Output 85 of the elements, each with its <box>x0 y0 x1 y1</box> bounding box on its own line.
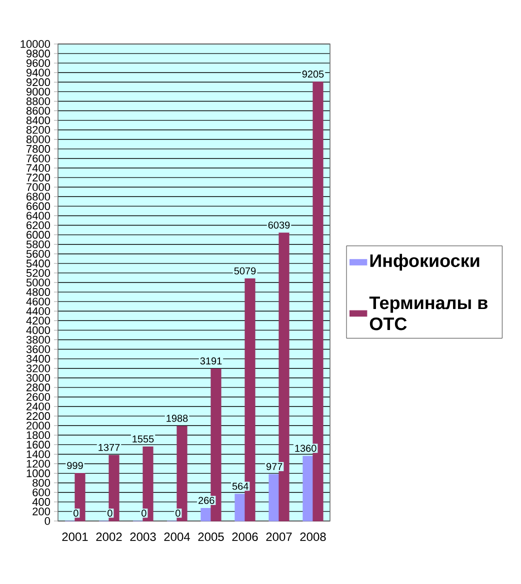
y-tick-label: 800 <box>32 478 50 487</box>
y-tick-label: 8200 <box>26 126 50 134</box>
y-tick-label: 1400 <box>26 450 50 458</box>
bar <box>268 474 280 522</box>
y-tick-label: 7800 <box>26 145 50 153</box>
y-tick-label: 4000 <box>26 326 50 334</box>
data-label: 999 <box>67 462 83 470</box>
data-label: 1377 <box>98 444 120 452</box>
y-tick-label: 1200 <box>26 460 50 468</box>
data-label: 1555 <box>132 436 154 443</box>
y-tick-label: 3000 <box>26 374 50 382</box>
y-tick-label: 6800 <box>26 192 50 201</box>
y-tick-label: 7200 <box>26 174 50 182</box>
y-tick-label: 2800 <box>26 384 50 392</box>
data-label: 1360 <box>295 444 316 452</box>
y-tick-label: 1800 <box>26 431 50 440</box>
data-label: 3191 <box>200 357 222 364</box>
y-tick-label: 6200 <box>26 221 50 230</box>
y-tick-label: 4600 <box>26 298 50 306</box>
x-tick-label: 2006 <box>232 532 258 542</box>
bar <box>176 426 188 522</box>
y-tick-label: 4800 <box>26 288 50 296</box>
y-tick-label: 5000 <box>26 278 50 286</box>
x-tick-label: 2001 <box>62 532 88 542</box>
y-tick-label: 2400 <box>26 402 50 410</box>
y-tick-label: 4400 <box>26 307 50 316</box>
y-tick-label: 7000 <box>26 183 50 191</box>
x-tick-label: 2008 <box>300 532 326 542</box>
data-label: 0 <box>74 510 78 517</box>
data-label: 977 <box>266 463 282 470</box>
y-tick-label: 5400 <box>26 260 50 268</box>
data-label: 1988 <box>166 414 188 422</box>
y-tick-label: 1000 <box>26 469 50 478</box>
data-label: 9205 <box>302 70 324 78</box>
bar <box>74 473 86 522</box>
y-tick-label: 7600 <box>26 154 50 162</box>
y-tick-label: 9000 <box>26 88 50 96</box>
y-tick-label: 3800 <box>26 336 50 344</box>
bar <box>200 508 212 522</box>
x-tick-label: 2007 <box>266 532 292 542</box>
y-tick-label: 2000 <box>26 422 50 430</box>
bar <box>302 456 314 522</box>
y-tick-label: 2600 <box>26 393 50 401</box>
y-tick-label: 400 <box>32 498 50 506</box>
data-label: 266 <box>198 496 214 504</box>
bar <box>234 494 246 522</box>
data-label: 6039 <box>268 222 290 229</box>
x-tick-label: 2003 <box>130 532 156 542</box>
y-tick-label: 2200 <box>26 412 50 420</box>
legend-label: Терминалы в ОТС <box>369 296 488 330</box>
y-tick-label: 200 <box>32 508 50 516</box>
y-tick-label: 9200 <box>26 78 50 86</box>
x-tick-label: 2005 <box>198 532 224 542</box>
y-tick-label: 3600 <box>26 345 50 354</box>
y-tick-label: 9400 <box>26 68 50 77</box>
data-label: 0 <box>176 510 180 517</box>
y-tick-label: 9800 <box>26 50 50 58</box>
data-label: 0 <box>108 510 112 517</box>
data-label: 0 <box>142 510 146 517</box>
y-tick-label: 7400 <box>26 164 50 172</box>
y-tick-label: 600 <box>32 488 50 496</box>
legend-label: Инфокиоски <box>370 254 480 271</box>
y-tick-label: 1600 <box>26 440 50 449</box>
data-label: 564 <box>232 482 248 490</box>
y-tick-label: 6000 <box>26 230 50 239</box>
y-tick-label: 8800 <box>26 97 50 106</box>
y-tick-label: 5600 <box>26 250 50 258</box>
bar <box>142 446 154 522</box>
y-tick-label: 3400 <box>26 354 50 363</box>
bar <box>108 455 120 522</box>
y-tick-label: 5200 <box>26 269 50 277</box>
y-tick-label: 8000 <box>26 136 50 144</box>
y-tick-label: 10000 <box>20 40 50 48</box>
x-tick-label: 2002 <box>96 532 122 542</box>
data-label: 5079 <box>234 267 256 274</box>
y-tick-label: 8400 <box>26 116 50 124</box>
y-tick-label: 6400 <box>26 212 50 220</box>
y-tick-label: 0 <box>44 517 50 525</box>
y-tick-label: 9600 <box>26 59 50 67</box>
y-tick-label: 6600 <box>26 202 50 210</box>
y-tick-label: 8600 <box>26 106 50 115</box>
y-tick-label: 4200 <box>26 316 50 325</box>
y-tick-label: 5800 <box>26 240 50 248</box>
x-tick-label: 2004 <box>164 532 190 542</box>
y-tick-label: 3200 <box>26 364 50 372</box>
